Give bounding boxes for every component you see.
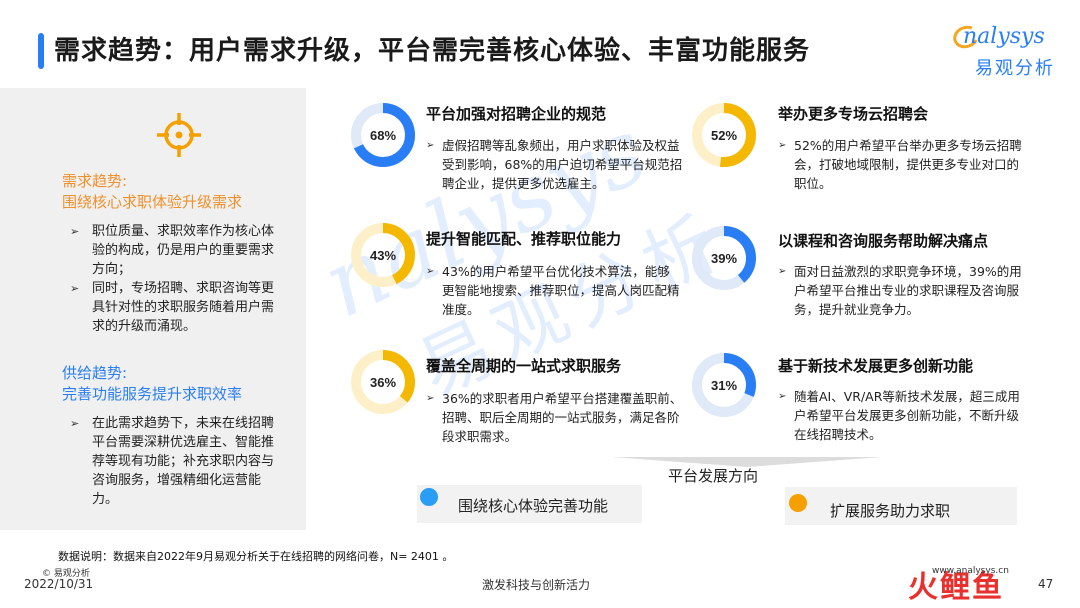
bullet-arrow-icon: ➢ <box>70 417 80 430</box>
donut-label: 52% <box>711 128 737 143</box>
bullet-arrow-icon: ➢ <box>70 225 80 238</box>
donut-43: 43% <box>351 223 415 287</box>
legend-dot-orange <box>789 494 807 512</box>
legend-extend-services <box>785 487 1017 525</box>
item-title: 平台加强对招聘企业的规范 <box>426 105 607 123</box>
demand-heading-line1: 需求趋势: <box>62 172 128 190</box>
direction-arrow <box>612 457 882 467</box>
supply-trend-heading: 供给趋势: 完善功能服务提升求职效率 <box>62 363 302 405</box>
demand-trend-heading: 需求趋势: 围绕核心求职体验升级需求 <box>62 171 302 213</box>
item-title: 提升智能匹配、推荐职位能力 <box>426 230 622 248</box>
item-desc: ➢ 面对日益激烈的求职竞争环境，39%的用户希望平台推出专业的求职课程及咨询服务，… <box>778 264 1022 317</box>
supply-heading-line2: 完善功能服务提升求职效率 <box>62 385 243 403</box>
donut-label: 31% <box>711 378 737 393</box>
title-accent-bar <box>38 33 44 69</box>
page-number: 47 <box>1038 577 1054 591</box>
report-date: 2022/10/31 <box>24 577 94 591</box>
donut-68: 68% <box>351 103 415 167</box>
bullet-arrow-icon: ➢ <box>426 393 435 404</box>
legend-left-label: 围绕核心体验完善功能 <box>458 497 609 515</box>
item-desc: ➢ 随着AI、VR/AR等新技术发展，超三成用户希望平台发展更多创新功能，不断升级… <box>778 389 1020 442</box>
bullet-arrow-icon: ➢ <box>778 391 787 402</box>
list-item: ➢ 职位质量、求职效率作为核心体验的构成，仍是用户的重要需求方向； <box>70 224 275 277</box>
bullet-arrow-icon: ➢ <box>426 266 435 277</box>
analysys-logo: nalysys 易观分析 <box>950 22 1065 82</box>
site-url: www.analysys.cn <box>932 566 1009 576</box>
bullet-arrow-icon: ➢ <box>70 282 80 295</box>
copyright: © 易观分析 <box>42 569 90 579</box>
item-desc: ➢ 虚假招聘等乱象频出，用户求职体验及权益受到影响，68%的用户迫切希望平台规范招… <box>426 138 683 191</box>
direction-label: 平台发展方向 <box>668 467 759 485</box>
donut-52: 52% <box>692 103 756 167</box>
target-icon <box>157 113 201 157</box>
logo-cn-text: 易观分析 <box>975 58 1055 79</box>
item-title: 基于新技术发展更多创新功能 <box>778 357 974 375</box>
donut-36: 36% <box>351 350 415 414</box>
legend-dot-blue <box>420 488 438 506</box>
trend-panel <box>0 88 306 530</box>
demand-heading-line2: 围绕核心求职体验升级需求 <box>62 193 243 211</box>
item-title: 举办更多专场云招聘会 <box>778 105 929 123</box>
page-title: 需求趋势：用户需求升级，平台需完善核心体验、丰富功能服务 <box>54 36 811 66</box>
list-item: ➢ 同时，专场招聘、求职咨询等更具针对性的求职服务随着用户需求的升级而涌现。 <box>70 281 275 334</box>
donut-label: 68% <box>370 128 396 143</box>
legend-core-experience <box>417 485 642 523</box>
legend-right-label: 扩展服务助力求职 <box>830 502 951 520</box>
data-note: 数据说明：数据来自2022年9月易观分析关于在线招聘的网络问卷，N= 2401 … <box>58 550 454 563</box>
slogan: 激发科技与创新活力 <box>482 578 591 592</box>
bullet-arrow-icon: ➢ <box>778 140 787 151</box>
item-desc: ➢ 52%的用户希望平台举办更多专场云招聘会，打破地域限制，提供更多专业对口的职位… <box>778 138 1022 191</box>
donut-39: 39% <box>692 226 756 290</box>
donut-31: 31% <box>692 353 756 417</box>
supply-heading-line1: 供给趋势: <box>62 364 128 382</box>
donut-label: 36% <box>370 375 396 390</box>
list-item: ➢ 在此需求趋势下，未来在线招聘平台需要深耕优选雇主、智能推荐等现有功能；补充求职… <box>70 416 275 507</box>
brand-watermark-logo: 火鲤鱼 <box>908 570 1004 605</box>
donut-label: 39% <box>711 251 737 266</box>
demand-bullet-list: ➢ 职位质量、求职效率作为核心体验的构成，仍是用户的重要需求方向； ➢ 同时，专场招… <box>70 222 285 336</box>
bullet-arrow-icon: ➢ <box>426 140 435 151</box>
logo-en-text: nalysys <box>963 24 1045 49</box>
item-title: 覆盖全周期的一站式求职服务 <box>426 357 622 375</box>
item-desc: ➢ 43%的用户希望平台优化技术算法，能够更智能地搜索、推荐职位，提高人岗匹配精准… <box>426 264 680 317</box>
bullet-arrow-icon: ➢ <box>778 266 787 277</box>
item-desc: ➢ 36%的求职者用户希望平台搭建覆盖职前、招聘、职后全周期的一站式服务，满足各阶… <box>426 391 683 444</box>
donut-label: 43% <box>370 248 396 263</box>
item-title: 以课程和咨询服务帮助解决痛点 <box>778 232 989 250</box>
supply-bullet-list: ➢ 在此需求趋势下，未来在线招聘平台需要深耕优选雇主、智能推荐等现有功能；补充求职… <box>70 414 285 509</box>
